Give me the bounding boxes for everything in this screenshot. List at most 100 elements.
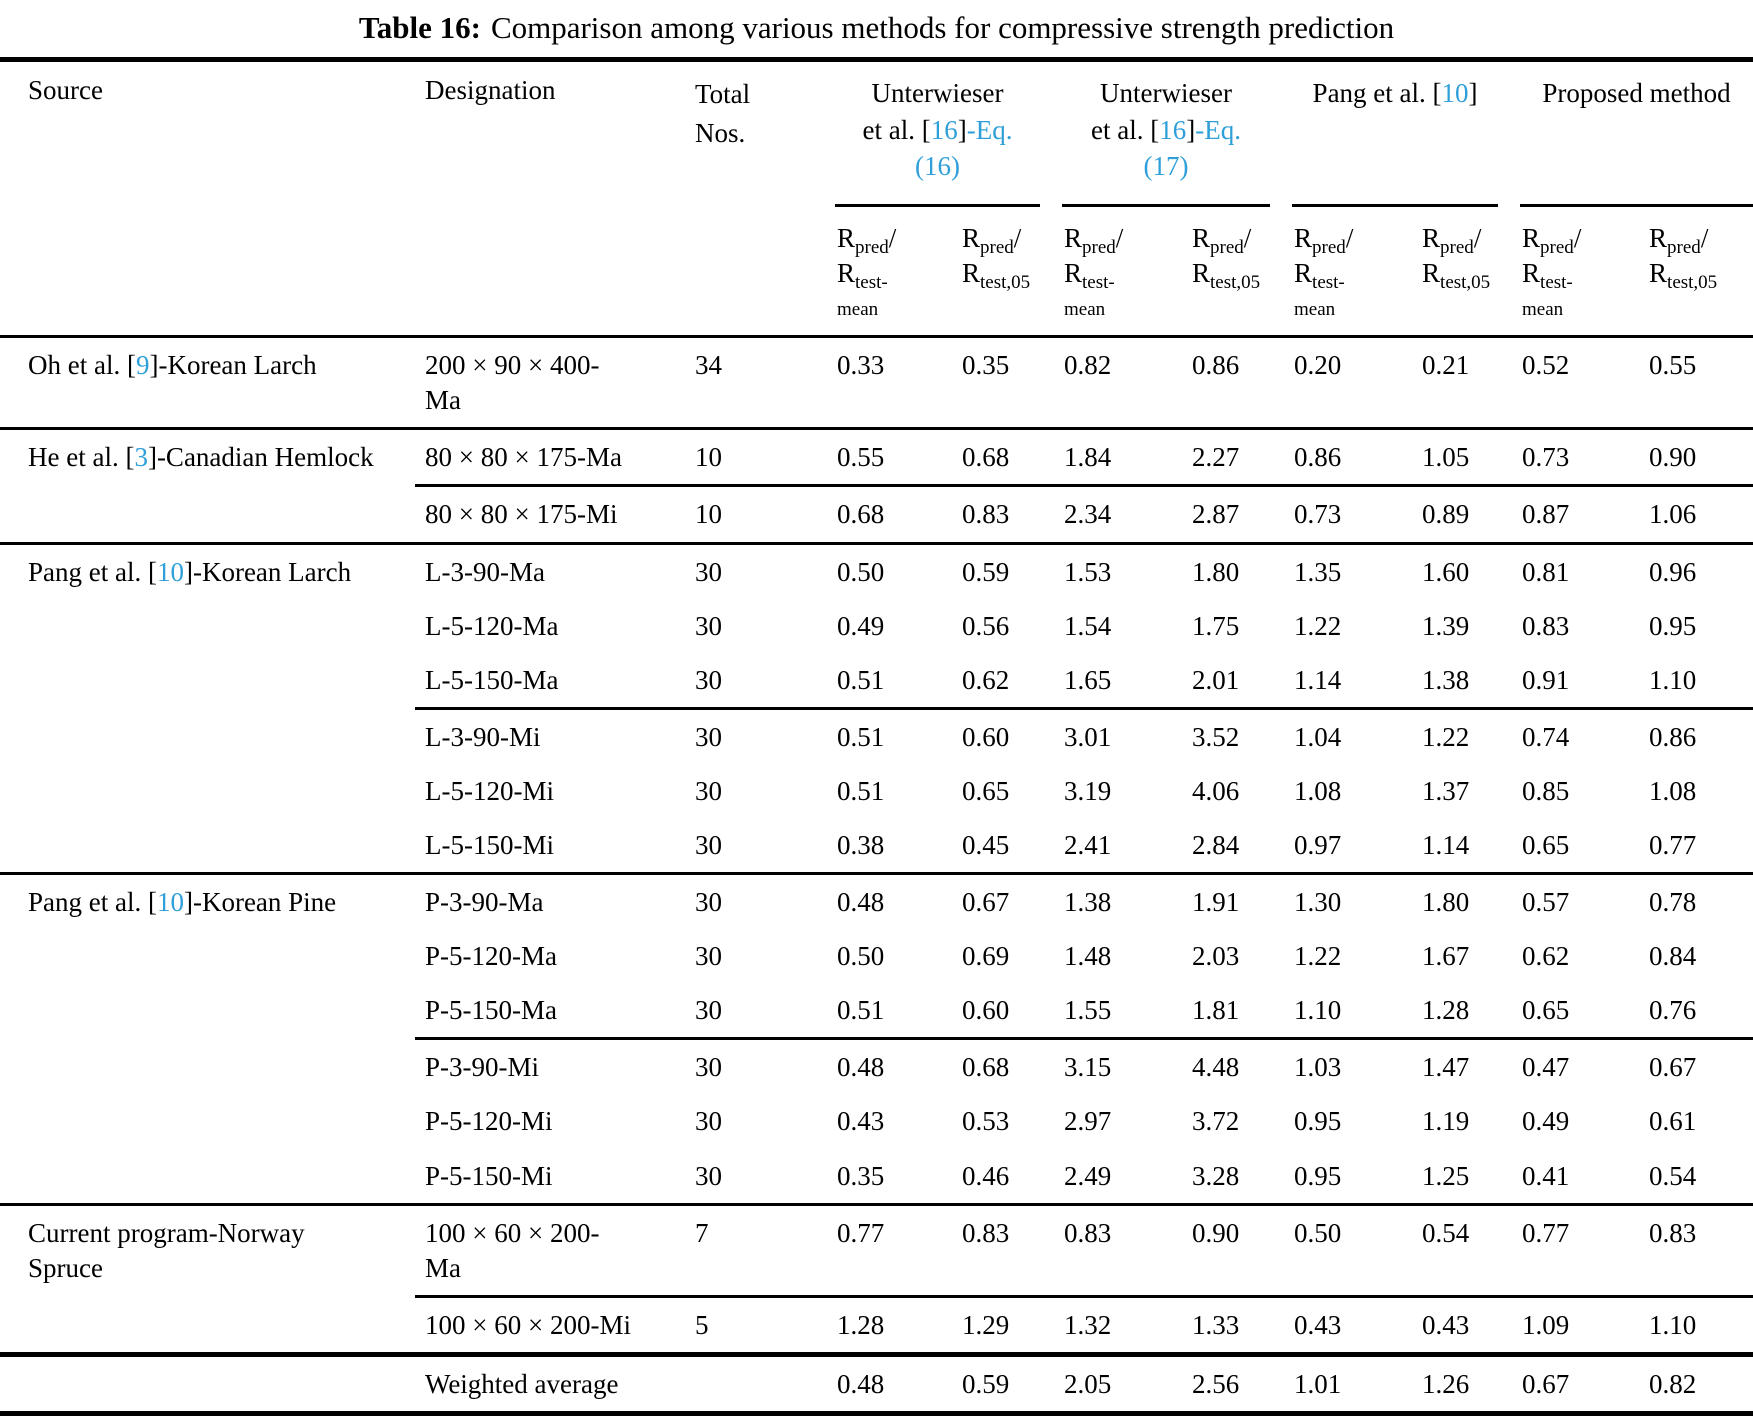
citation-link[interactable]: 16 xyxy=(930,114,958,145)
row-value: 0.38 xyxy=(837,830,885,861)
row-value: 0.69 xyxy=(962,941,1010,972)
row-value: 0.57 xyxy=(1520,872,1648,930)
row-value: 0.67 xyxy=(1520,1351,1648,1414)
row-value: 0.33 xyxy=(837,350,885,381)
row-value: 0.43 xyxy=(837,1106,885,1137)
row-value: 4.06 xyxy=(1192,775,1240,806)
row-value: 1.67 xyxy=(1422,941,1470,972)
row-total xyxy=(690,1351,835,1414)
row-value: 2.41 xyxy=(1064,830,1112,861)
row-value: 0.96 xyxy=(1647,541,1753,599)
row-source: He et al. [3]-Canadian Hemlock xyxy=(0,427,415,486)
subheader-rpred-rtestmean: Rpred/Rtest-mean xyxy=(835,207,960,339)
row-value: 1.25 xyxy=(1422,1160,1470,1191)
citation-link[interactable]: 10 xyxy=(156,556,184,587)
row-value: 1.47 xyxy=(1420,1037,1521,1095)
row-value: 0.55 xyxy=(1649,350,1697,381)
row-value: 0.59 xyxy=(960,541,1063,599)
table-row: L-3-90-Mi 30 0.51 0.60 3.01 3.52 1.04 1.… xyxy=(0,706,1753,764)
row-designation: P-3-90-Mi xyxy=(415,1037,690,1095)
row-value: 1.39 xyxy=(1422,610,1470,641)
group-label: Unterwieser xyxy=(1100,78,1232,109)
row-value: 0.82 xyxy=(1647,1351,1753,1414)
citation-link[interactable]: 9 xyxy=(135,350,150,381)
citation-link[interactable]: 3 xyxy=(134,442,148,473)
row-value: 0.83 xyxy=(1062,1202,1191,1297)
row-value: 2.49 xyxy=(1064,1160,1112,1191)
group-label: Pang et al. [ xyxy=(1312,78,1442,109)
header-row-groups: Source Designation Total Nos. Unterwieser… xyxy=(0,59,1753,339)
equation-link[interactable]: -Eq. xyxy=(966,114,1013,145)
row-designation: 200 × 90 × 400- Ma xyxy=(425,350,600,416)
row-value: 0.50 xyxy=(835,541,960,599)
row-source xyxy=(0,1351,415,1414)
row-value: 0.77 xyxy=(1520,1202,1648,1297)
group-label: et al. [ xyxy=(1091,114,1160,145)
group-label: ] xyxy=(957,114,967,145)
row-value: 0.95 xyxy=(1294,1106,1342,1137)
column-header-total-nos: Total Nos. xyxy=(690,59,835,339)
row-value: 0.35 xyxy=(962,350,1010,381)
equation-link[interactable]: (17) xyxy=(1143,151,1189,182)
row-source xyxy=(0,1149,415,1205)
table-row: L-5-120-Ma 30 0.49 0.56 1.54 1.75 1.22 1… xyxy=(0,599,1753,653)
row-value: 1.22 xyxy=(1294,610,1342,641)
row-value: 3.19 xyxy=(1064,775,1112,806)
row-value: 0.86 xyxy=(1292,427,1421,486)
row-designation: 100 × 60 × 200- Ma xyxy=(415,1202,690,1297)
citation-link[interactable]: 16 xyxy=(1159,114,1187,145)
row-value: 0.89 xyxy=(1420,484,1521,544)
equation-link[interactable]: -Eq. xyxy=(1195,114,1241,145)
row-value: 2.03 xyxy=(1192,941,1240,972)
row-value: 0.51 xyxy=(837,664,885,695)
row-source xyxy=(0,1094,415,1148)
table-row: He et al. [3]-Canadian Hemlock 80 × 80 ×… xyxy=(0,427,1753,486)
row-designation: P-5-150-Ma xyxy=(425,995,557,1026)
group-label: et al. [ xyxy=(862,114,931,145)
row-total: 30 xyxy=(690,872,835,930)
subheader-rpred-rtestmean: Rpred/Rtest-mean xyxy=(1062,207,1191,339)
table-row: L-5-120-Mi 30 0.51 0.65 3.19 4.06 1.08 1… xyxy=(0,764,1753,818)
column-header-designation: Designation xyxy=(415,59,690,339)
row-designation: P-5-120-Ma xyxy=(425,941,557,972)
row-value: 0.77 xyxy=(1649,830,1697,861)
row-value: 0.54 xyxy=(1649,1160,1697,1191)
row-value: 1.26 xyxy=(1420,1351,1521,1414)
row-value: 0.97 xyxy=(1294,830,1342,861)
row-source xyxy=(0,1296,415,1354)
row-value: 1.32 xyxy=(1062,1294,1191,1355)
row-value: 0.86 xyxy=(1192,350,1240,381)
row-value: 0.81 xyxy=(1520,541,1648,599)
row-value: 0.50 xyxy=(837,941,885,972)
row-value: 0.50 xyxy=(1292,1202,1421,1297)
row-value: 4.48 xyxy=(1190,1037,1293,1095)
row-value: 0.83 xyxy=(1647,1202,1753,1297)
table-row: L-5-150-Mi 30 0.38 0.45 2.41 2.84 0.97 1… xyxy=(0,818,1753,874)
row-source: Oh et al. [9]-Korean Larch xyxy=(28,350,317,381)
row-value: 1.28 xyxy=(1422,995,1470,1026)
row-value: 0.82 xyxy=(1064,350,1112,381)
row-source xyxy=(0,764,415,818)
row-value: 1.60 xyxy=(1420,541,1521,599)
table-row: 100 × 60 × 200-Mi 5 1.28 1.29 1.32 1.33 … xyxy=(0,1294,1753,1355)
citation-link[interactable]: 10 xyxy=(156,887,184,918)
row-total: 5 xyxy=(690,1294,835,1355)
row-total: 30 xyxy=(690,541,835,599)
row-value: 0.95 xyxy=(1294,1160,1342,1191)
row-value: 1.84 xyxy=(1062,427,1191,486)
row-total: 30 xyxy=(695,830,722,861)
row-value: 0.95 xyxy=(1649,610,1697,641)
equation-link[interactable]: (16) xyxy=(915,151,960,182)
row-value: 1.14 xyxy=(1294,664,1342,695)
row-source xyxy=(0,983,415,1039)
table-row-weighted-average: Weighted average 0.48 0.59 2.05 2.56 1.0… xyxy=(0,1351,1753,1414)
row-value: 1.65 xyxy=(1064,664,1112,695)
row-value: 1.08 xyxy=(1649,775,1697,806)
row-value: 0.67 xyxy=(960,872,1063,930)
row-value: 1.10 xyxy=(1294,995,1342,1026)
citation-link[interactable]: 10 xyxy=(1441,78,1469,109)
row-designation: L-5-150-Mi xyxy=(425,830,554,861)
row-value: 0.51 xyxy=(835,706,960,764)
row-total: 30 xyxy=(695,941,722,972)
row-value: 1.22 xyxy=(1294,941,1342,972)
